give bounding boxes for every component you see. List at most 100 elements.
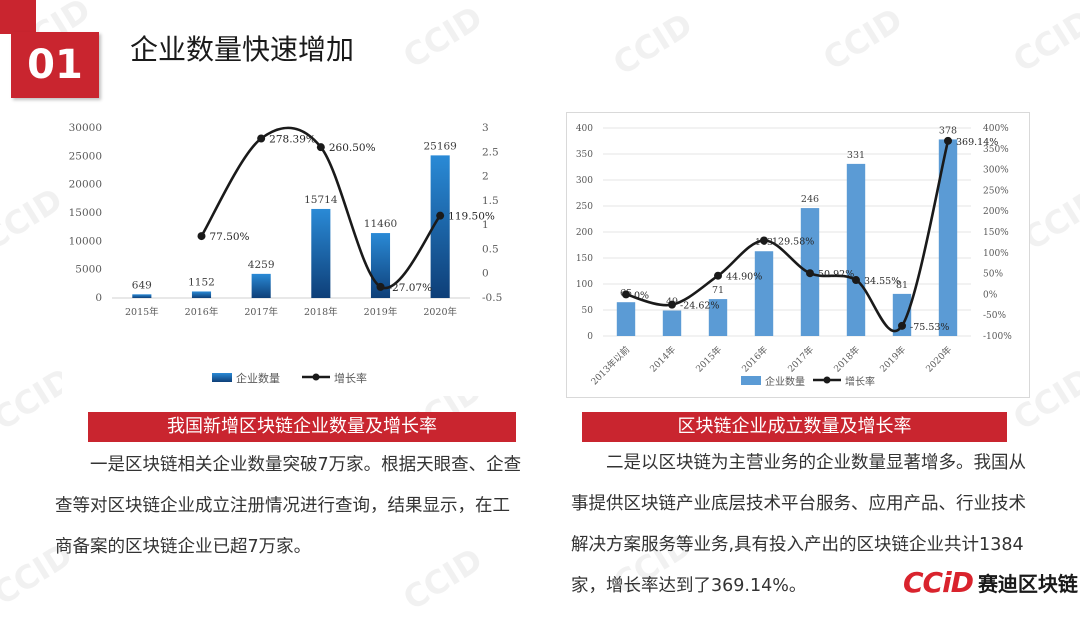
y-right-tick-label: 300%: [983, 166, 1009, 176]
y-right-tick-label: -50%: [983, 311, 1006, 321]
bar-value-label: 378: [939, 125, 957, 136]
bar: [430, 155, 450, 298]
y-left-tick-label: 0: [95, 292, 102, 304]
bar: [311, 208, 331, 298]
legend-line-label: 增长率: [845, 375, 875, 388]
growth-rate-point: [257, 134, 266, 143]
y-left-tick-label: 150: [576, 254, 593, 264]
growth-rate-point: [622, 290, 630, 299]
bar-value-label: 246: [801, 194, 819, 205]
growth-rate-label: 50.92%: [818, 269, 854, 280]
growth-rate-label: 129.58%: [772, 236, 814, 247]
logo-mark: CCiD: [903, 566, 974, 599]
y-right-tick-label: 2: [482, 171, 489, 183]
y-left-tick-label: 300: [576, 176, 593, 186]
y-left-tick-label: 20000: [69, 179, 102, 191]
x-tick-label: 2020年: [923, 344, 954, 375]
y-right-tick-label: 0%: [983, 290, 998, 300]
growth-rate-point: [760, 236, 768, 245]
logo-text: 赛迪区块链: [977, 572, 1078, 596]
brand-logo: CCiD 赛迪区块链: [903, 566, 1078, 599]
bar: [754, 251, 774, 336]
growth-rate-point: [436, 211, 445, 220]
legend-line-marker: [312, 373, 320, 381]
growth-rate-label: 44.90%: [726, 272, 762, 283]
y-right-tick-label: 3: [482, 122, 489, 134]
chart-established-enterprises-svg: 0 50 100 150 200 250 300 350 400 -100% -50% 0% 50% 10…: [576, 124, 1012, 388]
legend-line-marker: [823, 376, 831, 384]
growth-rate-label: 119.50%: [448, 211, 495, 223]
y-left-tick-label: 30000: [69, 122, 102, 134]
y-right-tick-label: 0.5: [482, 243, 499, 255]
bar: [846, 163, 866, 336]
watermark-text: CCID: [1006, 2, 1080, 80]
paragraph-left: 一是区块链相关企业数量突破7万家。根据天眼查、企查查等对区块链企业成立注册情况进…: [55, 445, 525, 568]
x-tick-label: 2017年: [785, 344, 816, 375]
y-right-tick-label: 250%: [983, 186, 1009, 196]
y-left-tick-label: 50: [582, 306, 594, 316]
y-right-tick-label: 2.5: [482, 146, 499, 158]
bar: [616, 302, 636, 336]
growth-rate-point: [806, 269, 814, 278]
x-tick-label: 2015年: [693, 344, 724, 375]
y-left-tick-label: 15000: [69, 207, 102, 219]
bar-value-label: 11460: [364, 218, 397, 230]
bar: [662, 310, 682, 336]
legend-bar-swatch: [212, 373, 232, 382]
page-title: 企业数量快速增加: [130, 33, 355, 66]
x-tick-label: 2020年: [423, 306, 457, 318]
growth-rate-point: [668, 300, 676, 309]
y-right-tick-label: 1: [482, 219, 489, 231]
bar: [191, 291, 212, 298]
bar: [708, 299, 728, 336]
y-right-tick-label: 400%: [983, 124, 1009, 134]
chart-established-enterprises: 0 50 100 150 200 250 300 350 400 -100% -50% 0% 50% 10…: [566, 112, 1030, 398]
growth-rate-label: 369.14%: [956, 137, 998, 148]
x-tick-label: 2016年: [185, 306, 219, 318]
growth-rate-point: [316, 143, 325, 152]
legend-bar-swatch: [741, 376, 761, 385]
x-tick-label: 2016年: [739, 344, 770, 375]
bar: [938, 139, 958, 336]
section-number: 01: [11, 32, 99, 98]
growth-rate-label: 260.50%: [329, 142, 376, 154]
y-right-tick-label: 350%: [983, 145, 1009, 155]
chart-new-enterprises-svg: 050001000015000200002500030000-0.500.511…: [69, 122, 503, 385]
growth-rate-label: 77.50%: [210, 231, 250, 243]
y-left-tick-label: 0: [587, 332, 593, 342]
y-right-tick-label: -0.5: [482, 292, 502, 304]
bar-value-label: 15714: [304, 194, 338, 206]
bar: [892, 293, 912, 336]
growth-rate-point: [944, 136, 952, 145]
corner-accent: [0, 0, 36, 34]
growth-rate-label: 278.39%: [269, 133, 316, 145]
x-tick-label: 2015年: [125, 306, 159, 318]
growth-rate-point: [852, 276, 860, 285]
y-right-tick-label: 1.5: [482, 195, 499, 207]
growth-rate-label: 34.55%: [864, 276, 900, 287]
growth-rate-label: -75.53%: [910, 322, 949, 333]
y-left-tick-label: 350: [576, 150, 593, 160]
bar: [251, 273, 271, 298]
bar-value-label: 649: [132, 279, 152, 291]
y-left-tick-label: 25000: [69, 150, 102, 162]
bar-value-label: 4259: [248, 259, 275, 271]
y-left-tick-label: 10000: [69, 235, 102, 247]
bar-value-label: 1152: [188, 276, 215, 288]
y-right-tick-label: -100%: [983, 332, 1012, 342]
growth-rate-point: [714, 271, 722, 280]
watermark-text: CCID: [0, 180, 70, 258]
y-left-tick-label: 250: [576, 202, 593, 212]
paragraph-right: 二是以区块链为主营业务的企业数量显著增多。我国从事提供区块链产业底层技术平台服务…: [571, 443, 1031, 607]
y-right-tick-label: 100%: [983, 249, 1009, 259]
y-left-tick-label: 100: [576, 280, 593, 290]
x-tick-label: 2017年: [244, 306, 278, 318]
legend-bar-label: 企业数量: [765, 375, 805, 388]
bar: [132, 294, 152, 298]
legend-line-label: 增长率: [334, 371, 367, 385]
growth-rate-point: [376, 282, 385, 291]
growth-rate-point: [197, 232, 206, 241]
bar-value-label: 25169: [423, 140, 456, 152]
growth-rate-line: [200, 126, 442, 290]
legend-bar-label: 企业数量: [236, 371, 280, 385]
